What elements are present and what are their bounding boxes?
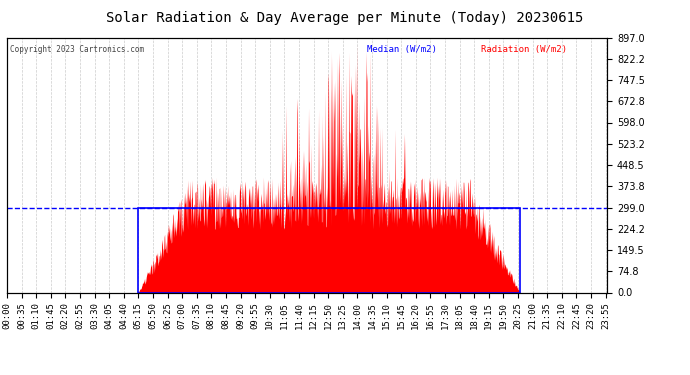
Text: Median (W/m2): Median (W/m2) [367, 45, 437, 54]
Text: Radiation (W/m2): Radiation (W/m2) [481, 45, 567, 54]
Text: Solar Radiation & Day Average per Minute (Today) 20230615: Solar Radiation & Day Average per Minute… [106, 11, 584, 25]
Text: Copyright 2023 Cartronics.com: Copyright 2023 Cartronics.com [10, 45, 144, 54]
Bar [138, 207, 520, 292]
